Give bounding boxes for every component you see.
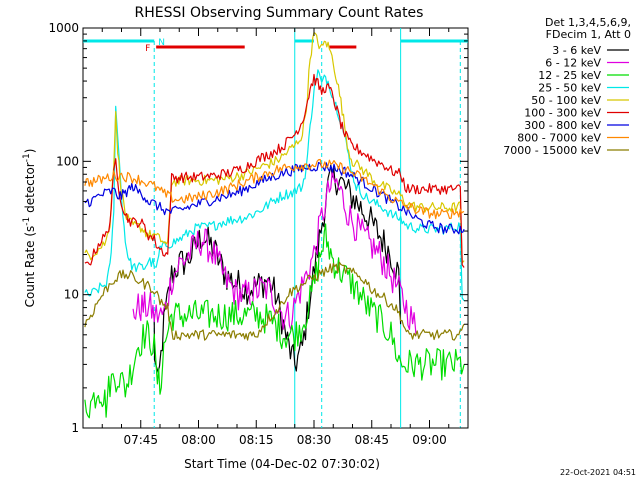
y-tick-label: 1 bbox=[71, 421, 79, 435]
legend-label: 6 - 12 keV bbox=[545, 57, 601, 70]
y-tick-label: 10 bbox=[64, 288, 79, 302]
plot-frame bbox=[82, 27, 469, 429]
x-tick-label: 07:45 bbox=[123, 433, 158, 447]
x-axis-label: Start Time (04-Dec-02 07:30:02) bbox=[184, 457, 380, 471]
legend-label: 25 - 50 keV bbox=[538, 82, 601, 95]
night-label: N bbox=[158, 38, 165, 48]
y-tick-label: 1000 bbox=[48, 21, 79, 35]
series-line-6 bbox=[84, 161, 465, 235]
y-tick-label: 100 bbox=[56, 154, 79, 168]
x-tick-label: 08:00 bbox=[181, 433, 216, 447]
legend: Det 1,3,4,5,6,9,FDecim 1, Att 0 3 - 6 keV… bbox=[503, 16, 631, 157]
legend-label: 800 - 7000 keV bbox=[517, 132, 601, 145]
legend-label: 100 - 300 keV bbox=[524, 107, 601, 120]
x-tick-label: 08:15 bbox=[239, 433, 274, 447]
legend-label: 50 - 100 keV bbox=[531, 94, 601, 107]
legend-label: 7000 - 15000 keV bbox=[503, 144, 601, 157]
series-layer bbox=[84, 32, 465, 419]
series-line-3 bbox=[84, 69, 465, 302]
legend-label: 300 - 800 keV bbox=[524, 119, 601, 132]
legend-label: 3 - 6 keV bbox=[552, 44, 601, 57]
series-line-1 bbox=[132, 169, 417, 335]
footer-timestamp: 22-Oct-2021 04:51 bbox=[560, 468, 636, 477]
x-tick-label: 08:30 bbox=[297, 433, 332, 447]
x-tick-label: 09:00 bbox=[412, 433, 447, 447]
observing-intervals: NF bbox=[83, 28, 468, 428]
saa-label: F bbox=[145, 44, 150, 54]
x-tick-label: 08:45 bbox=[354, 433, 389, 447]
legend-label: 12 - 25 keV bbox=[538, 69, 601, 82]
series-line-8 bbox=[84, 261, 465, 341]
series-line-5 bbox=[84, 73, 465, 268]
series-line-4 bbox=[84, 32, 465, 264]
chart-title: RHESSI Observing Summary Count Rates bbox=[135, 5, 424, 21]
y-axis-label: Count Rate (s-1 detector-1) bbox=[22, 149, 37, 308]
axes: 1 10 100 1000 07:45 08:00 08:15 08:30 08:45 09:00 bbox=[48, 21, 469, 447]
legend-header-line: Det 1,3,4,5,6,9, bbox=[545, 16, 631, 29]
series-line-7 bbox=[84, 158, 465, 220]
legend-header-line: FDecim 1, Att 0 bbox=[546, 28, 631, 41]
